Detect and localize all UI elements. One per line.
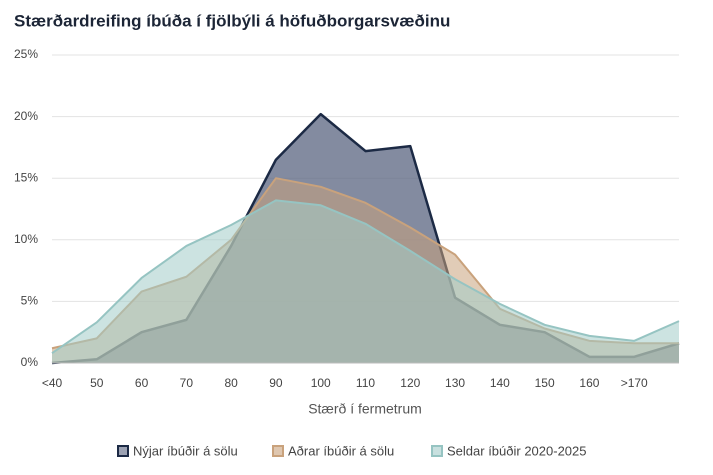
area-line — [51, 199, 680, 354]
y-tick-label: 0% — [21, 355, 39, 369]
x-tick-label: 160 — [579, 376, 599, 390]
x-tick-label: <40 — [42, 376, 63, 390]
legend-label: Seldar íbúðir 2020-2025 — [447, 443, 587, 458]
legend-label: Nýjar íbúðir á sölu — [133, 443, 238, 458]
y-tick-label: 20% — [14, 109, 38, 123]
legend-label: Aðrar íbúðir á sölu — [288, 443, 394, 458]
x-tick-label: 70 — [180, 376, 194, 390]
legend-marker — [117, 445, 129, 457]
y-tick-label: 25% — [14, 47, 38, 61]
chart-title: Stærðardreifing íbúða í fjölbýli á höfuð… — [14, 11, 450, 30]
legend-marker — [431, 445, 443, 457]
x-tick-label: 90 — [269, 376, 283, 390]
x-tick-label: 60 — [135, 376, 149, 390]
x-tick-label: 140 — [490, 376, 510, 390]
x-tick-label: 110 — [356, 376, 375, 390]
y-tick-label: 15% — [14, 170, 38, 184]
x-tick-label: 130 — [445, 376, 465, 390]
x-tick-label: 150 — [535, 376, 555, 390]
x-tick-label: 100 — [311, 376, 331, 390]
y-tick-label: 10% — [14, 232, 38, 246]
legend-marker — [272, 445, 284, 457]
x-axis-title: Stærð í fermetrum — [308, 401, 422, 417]
x-tick-label: 80 — [224, 376, 238, 390]
y-tick-label: 5% — [21, 294, 39, 308]
x-tick-label: 50 — [90, 376, 104, 390]
x-tick-label: 120 — [400, 376, 420, 390]
area — [52, 200, 679, 363]
x-tick-label: >170 — [621, 376, 648, 390]
